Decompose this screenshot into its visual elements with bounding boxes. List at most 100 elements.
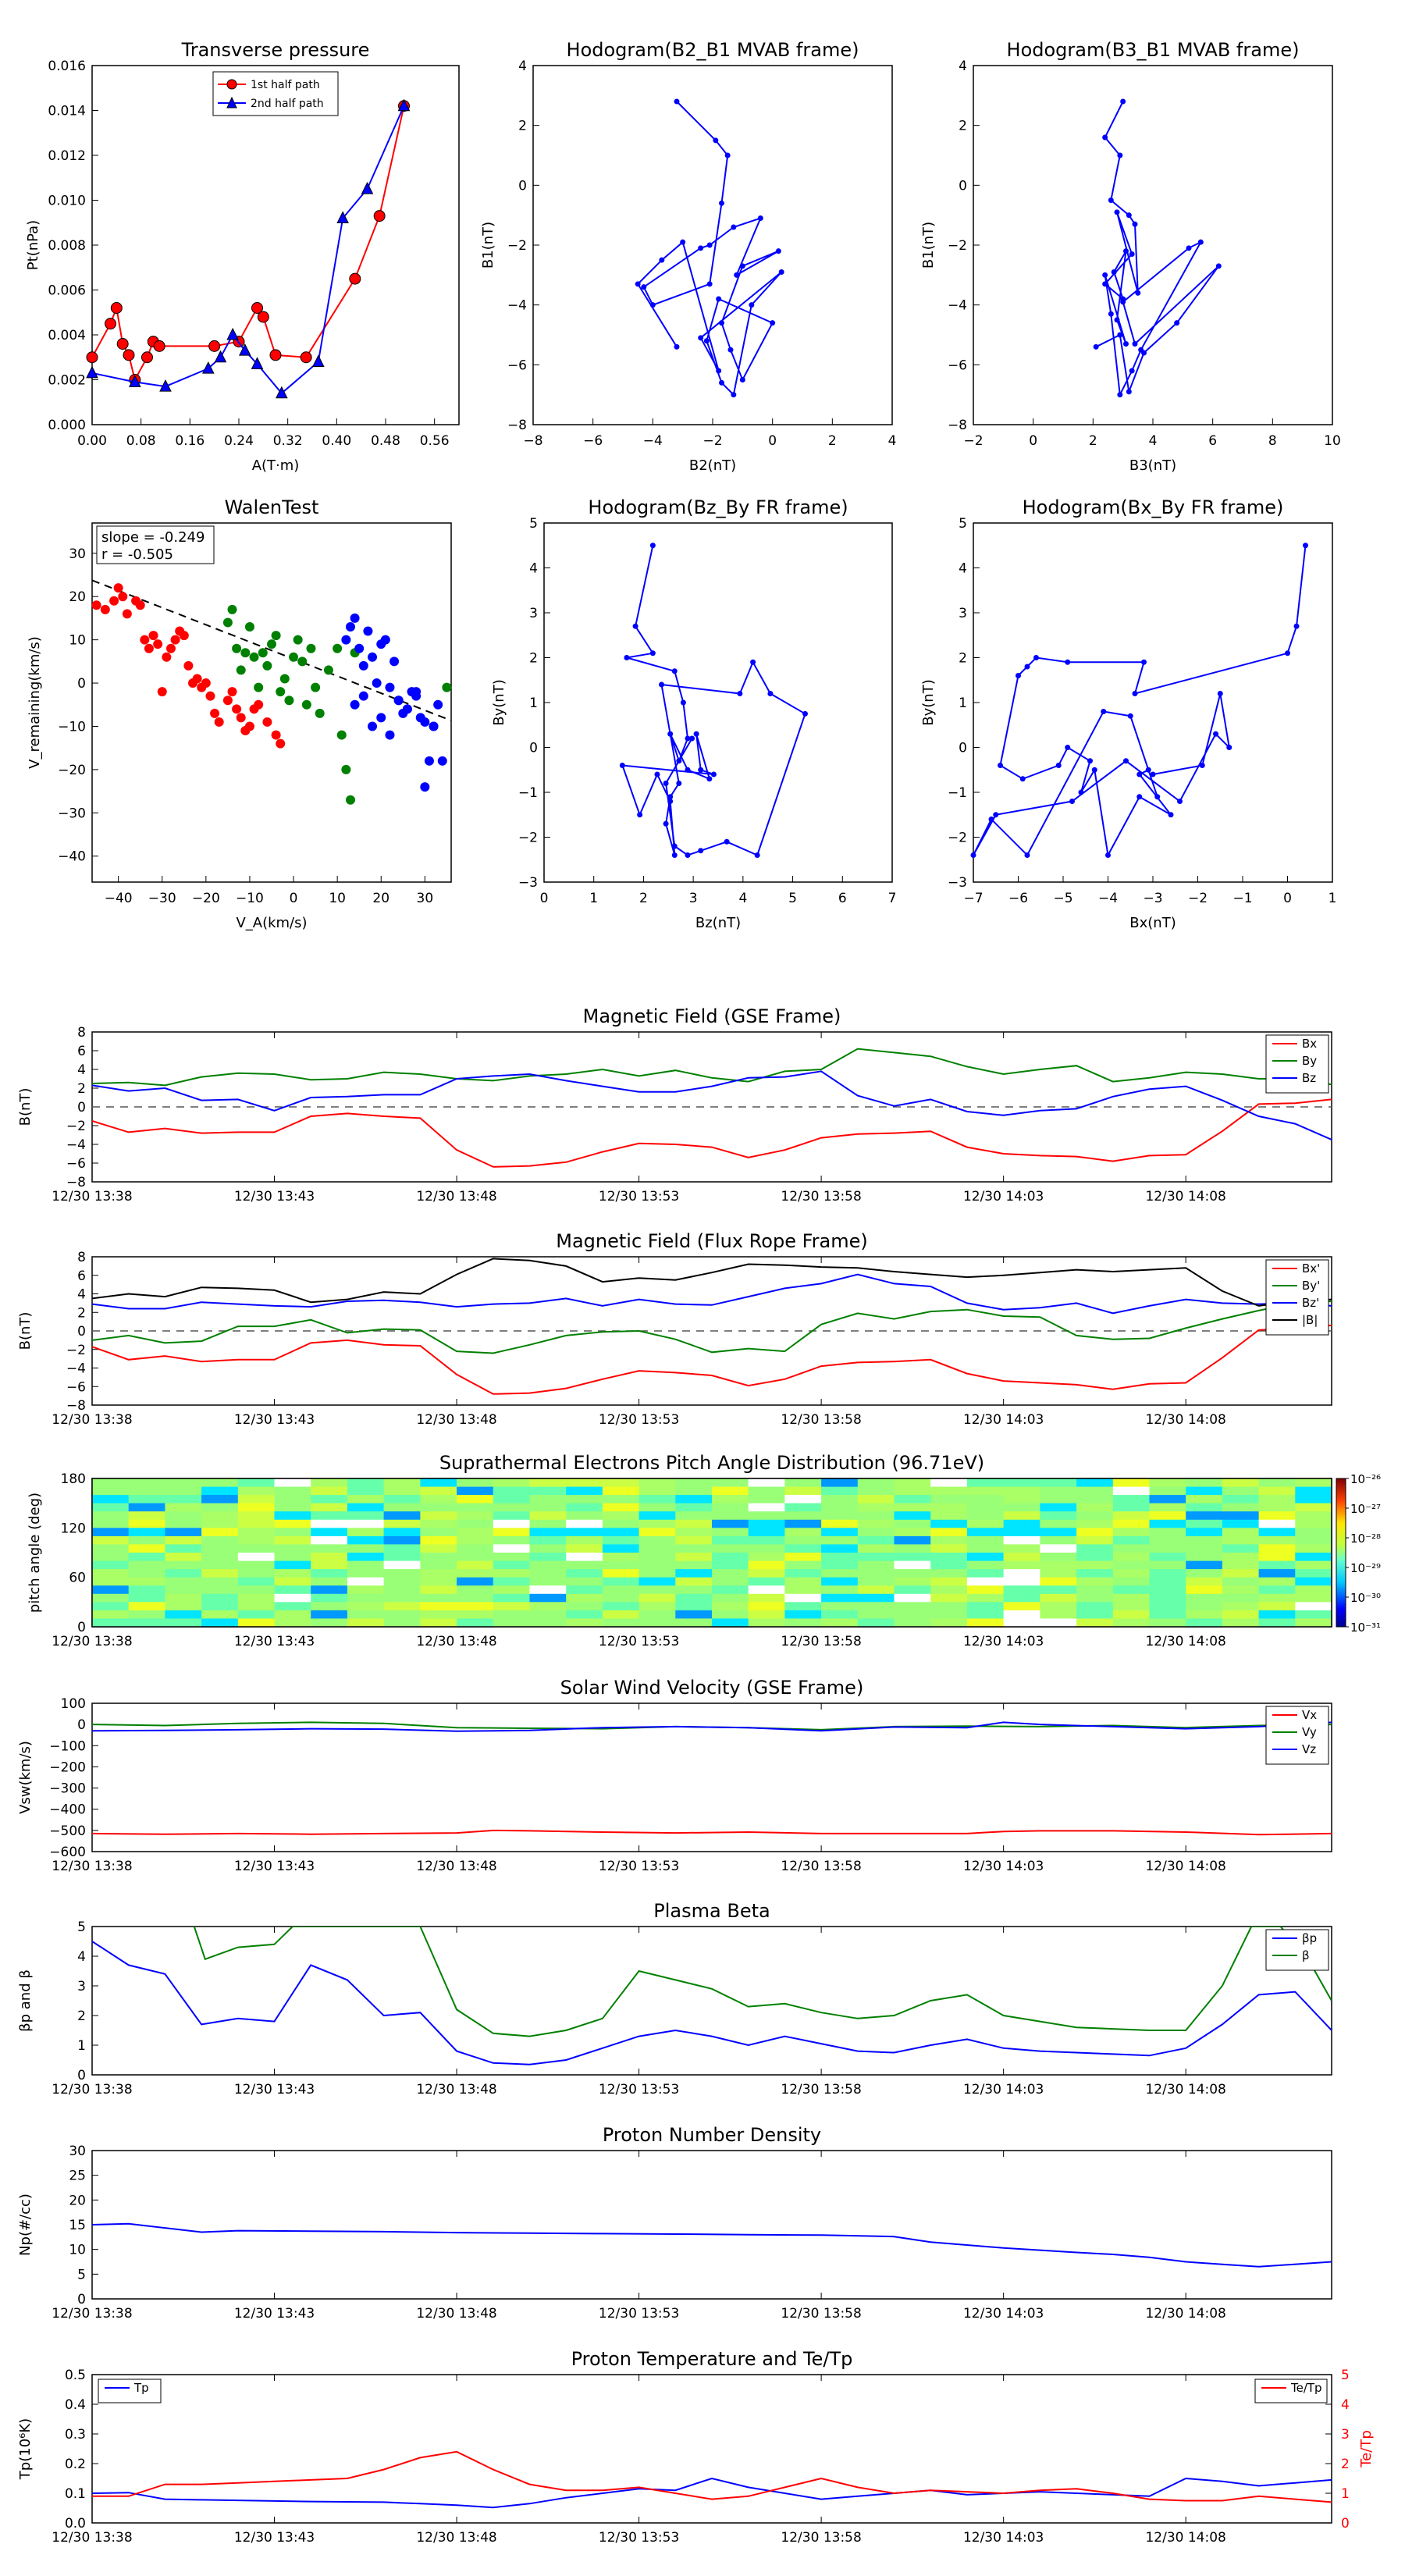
mag_gse-legend-label: By [1302,1054,1317,1068]
hodogram_b2_b1-ylabel: B1(nT) [480,222,496,269]
pad-cell [201,1585,239,1595]
hodogram_bz_by-ytick-label: 3 [529,606,538,621]
walen_test-xtick-label: −40 [105,891,133,906]
proton_temperature-legend [98,2379,162,2403]
hodogram_bz_by-ytick-label: 0 [529,741,538,756]
hodogram_b3_b1-xtick-label: 0 [1029,433,1037,449]
pad-cell [347,1610,385,1620]
pad-cell [602,1577,640,1586]
pad-cell [274,1610,311,1620]
pad-cell [1112,1535,1151,1546]
pad-cell [1112,1602,1151,1611]
pad-cell [930,1577,968,1586]
pad-cell [1112,1495,1151,1504]
pad-cell [602,1495,640,1504]
mag_fr-xtick-label: 12/30 13:48 [416,1412,496,1428]
transverse_pressure-xtick-label: 0.32 [273,433,303,449]
walen_test-xtick-label: 30 [417,891,434,906]
pad-cell [1258,1511,1296,1521]
pad-cell [712,1602,749,1611]
pad-cell [1112,1585,1151,1595]
pad-cell [383,1503,421,1512]
pad-cell [857,1486,895,1496]
hodogram_b2_b1-point [659,257,665,263]
hodogram_bz_by-point [802,710,808,717]
pad-cell [383,1577,421,1586]
pad-cell [1149,1544,1186,1553]
pad-cell [420,1560,457,1570]
pad-cell [165,1569,202,1578]
pad-cell [966,1577,1005,1586]
pad-cell [602,1560,640,1570]
mag_fr-xtick-label: 12/30 13:38 [52,1412,132,1428]
pad-cell [748,1486,785,1496]
hodogram_bz_by-xtick-label: 4 [738,891,747,906]
pad-title: Suprathermal Electrons Pitch Angle Distr… [439,1452,984,1474]
pad-cell [1295,1618,1332,1628]
hodogram_b3_b1-point [1135,290,1141,296]
hodogram_bz_by-point [754,852,760,858]
pad-cell [602,1569,640,1578]
proton_density-ytick-label: 20 [69,2193,86,2208]
pad-cell [311,1560,348,1570]
pad-cell [712,1511,749,1521]
hodogram_b2_b1-point [635,281,641,287]
pad-cell [638,1495,676,1504]
pad-cell [857,1602,895,1611]
hodogram_b3_b1-point [1114,317,1120,323]
hodogram_b2_b1-point [713,137,719,144]
mag_fr-ytick-label: −8 [66,1398,86,1414]
pad-cell [1040,1618,1077,1628]
sw_velocity-ytick-label: −600 [49,1845,86,1860]
pad-cell [894,1495,931,1504]
plasma_beta-series-- [193,1927,1332,2037]
hodogram_b3_b1-xtick-label: 8 [1268,433,1277,449]
hodogram_b3_b1-point [1102,281,1108,287]
hodogram_bz_by-ytick-label: −1 [518,785,538,801]
pad-cell [1040,1528,1077,1537]
pad-cell [128,1602,165,1611]
mag_gse-ytick-label: 2 [77,1081,86,1097]
pad-cell [1076,1535,1114,1546]
pad-cell [1076,1495,1114,1504]
pad-cell [821,1486,859,1496]
pad-cell [1295,1577,1332,1586]
pad-cell [857,1593,895,1603]
pad-cell [529,1544,567,1553]
hodogram_b2_b1-point [739,377,745,382]
pad-cell [493,1593,531,1603]
hodogram_b3_b1-point [1197,239,1204,245]
mag_gse-ytick-label: −6 [66,1156,86,1172]
pad-cell [1003,1486,1040,1496]
pad-cell [1186,1486,1223,1496]
pad-cell [1149,1511,1186,1521]
pad-cell [638,1560,676,1570]
pad-cell [420,1495,457,1504]
mag_fr-xtick-label: 12/30 14:03 [963,1412,1044,1428]
walen_test-point-blue [372,678,382,688]
mag_fr-series-group [92,1258,1332,1395]
pad-cell [347,1478,385,1488]
pad-cell [1222,1544,1260,1553]
pad-cell [638,1553,676,1562]
pad-cell [966,1478,1005,1488]
pad-cell [821,1618,859,1628]
pad-cell [92,1535,130,1546]
pad-cell [1112,1486,1151,1496]
hodogram_b3_b1-point [1093,343,1099,350]
hodogram_b3_b1-xtick-label: 10 [1324,433,1341,449]
pad-cell [784,1519,822,1528]
plasma_beta-legend-label: βp [1302,1931,1317,1945]
hodogram_b3_b1-ytick-label: −8 [948,418,967,433]
pad-cell [237,1486,276,1496]
pad-cell [966,1585,1005,1595]
sw_velocity-ytick-label: 100 [61,1696,86,1712]
proton_temperature-panel: Proton Temperature and Te/Tp Tp(10⁶K) 0.0 0… [17,2348,1375,2546]
pad-cell [712,1585,749,1595]
hodogram_bx_by-point [1150,771,1156,777]
pad-cell [894,1569,931,1578]
hodogram_bz_by-ytick-label: −2 [518,831,538,846]
pad-cell [857,1503,895,1512]
walen_test-xtick-label: −30 [148,891,176,906]
